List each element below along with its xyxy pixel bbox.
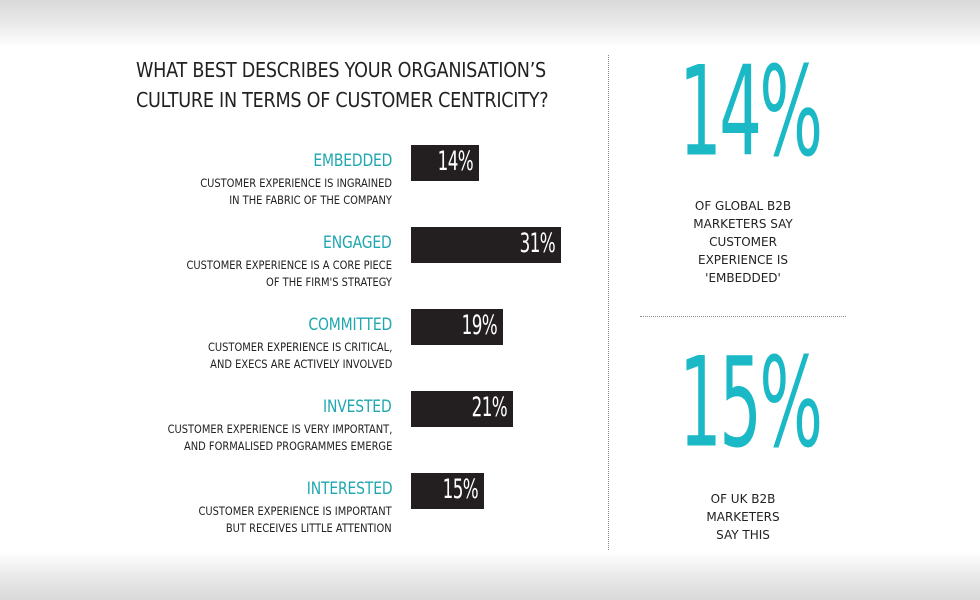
bar: 14%	[411, 145, 479, 181]
bar: 19%	[411, 309, 503, 345]
chart-row: ENGAGED CUSTOMER EXPERIENCE IS A CORE PIE…	[0, 227, 600, 303]
category-description: CUSTOMER EXPERIENCE IS VERY IMPORTANT, AN…	[167, 421, 392, 455]
category-label: ENGAGED	[323, 233, 392, 253]
horizontal-divider	[640, 316, 846, 317]
category-description-line: CUSTOMER EXPERIENCE IS VERY IMPORTANT,	[167, 422, 392, 436]
stat-global-value: 14%	[679, 40, 823, 185]
category-label: INVESTED	[323, 397, 393, 417]
chart-row: INTERESTED CUSTOMER EXPERIENCE IS IMPORTA…	[0, 473, 600, 549]
stat-global-line: OF GLOBAL B2B	[694, 199, 792, 213]
bar-value-label: 14%	[437, 146, 474, 177]
category-description: CUSTOMER EXPERIENCE IS A CORE PIECE OF TH…	[186, 257, 392, 291]
stat-uk-line: SAY THIS	[716, 528, 770, 542]
stat-global-line: EXPERIENCE IS	[698, 253, 788, 267]
chart-title-line: WHAT BEST DESCRIBES YOUR ORGANISATION’S	[136, 58, 546, 82]
stat-global-line: 'EMBEDDED'	[705, 271, 781, 285]
category-description: CUSTOMER EXPERIENCE IS IMPORTANT BUT RECE…	[199, 503, 392, 537]
stat-global-line: CUSTOMER	[709, 235, 777, 249]
bar-value-label: 31%	[519, 228, 556, 259]
stat-uk-text: OF UK B2B MARKETERS SAY THIS	[640, 490, 846, 544]
category-description-line: IN THE FABRIC OF THE COMPANY	[229, 193, 392, 207]
bar-value-label: 15%	[442, 474, 479, 505]
category-description-line: OF THE FIRM'S STRATEGY	[266, 275, 392, 289]
category-description-line: AND EXECS ARE ACTIVELY INVOLVED	[209, 357, 392, 371]
bar-value-label: 19%	[461, 310, 498, 341]
category-description-line: CUSTOMER EXPERIENCE IS INGRAINED	[200, 176, 392, 190]
category-description-line: CUSTOMER EXPERIENCE IS IMPORTANT	[198, 504, 392, 518]
chart-row: INVESTED CUSTOMER EXPERIENCE IS VERY IMPO…	[0, 391, 600, 467]
category-description: CUSTOMER EXPERIENCE IS INGRAINED IN THE F…	[200, 175, 392, 209]
stat-uk-line: MARKETERS	[706, 510, 780, 524]
bar-value-label: 21%	[471, 392, 508, 423]
vertical-divider	[608, 55, 609, 550]
category-description-line: CUSTOMER EXPERIENCE IS CRITICAL,	[207, 340, 392, 354]
chart-row: COMMITTED CUSTOMER EXPERIENCE IS CRITICAL…	[0, 309, 600, 385]
chart-title-line: CULTURE IN TERMS OF CUSTOMER CENTRICITY?	[136, 88, 549, 112]
bottom-shading	[0, 552, 980, 600]
category-description: CUSTOMER EXPERIENCE IS CRITICAL, AND EXEC…	[208, 339, 392, 373]
category-label: EMBEDDED	[313, 151, 392, 171]
category-label: COMMITTED	[308, 315, 392, 335]
bar: 31%	[411, 227, 561, 263]
category-description-line: AND FORMALISED PROGRAMMES EMERGE	[183, 439, 392, 453]
top-shading	[0, 0, 980, 48]
stat-global-line: MARKETERS SAY	[693, 217, 793, 231]
category-description-line: CUSTOMER EXPERIENCE IS A CORE PIECE	[186, 258, 392, 272]
stat-uk-line: OF UK B2B	[710, 492, 776, 506]
chart-row: EMBEDDED CUSTOMER EXPERIENCE IS INGRAINED…	[0, 145, 600, 221]
stat-uk-value: 15%	[679, 331, 823, 476]
bar: 15%	[411, 473, 484, 509]
stat-global-text: OF GLOBAL B2B MARKETERS SAY CUSTOMER EXP…	[640, 197, 846, 287]
category-description-line: BUT RECEIVES LITTLE ATTENTION	[226, 521, 392, 535]
category-label: INTERESTED	[306, 479, 392, 499]
bar: 21%	[411, 391, 513, 427]
chart-title: WHAT BEST DESCRIBES YOUR ORGANISATION’S …	[136, 55, 549, 115]
